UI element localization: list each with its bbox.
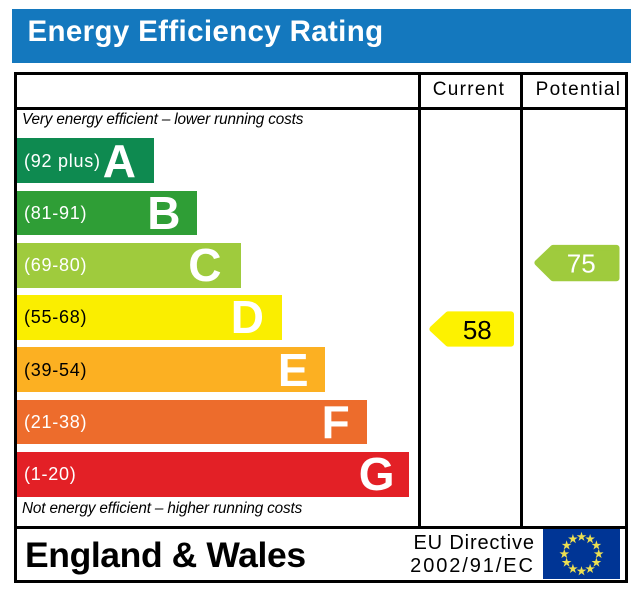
svg-text:75: 75	[567, 249, 596, 279]
svg-text:58: 58	[463, 315, 492, 345]
